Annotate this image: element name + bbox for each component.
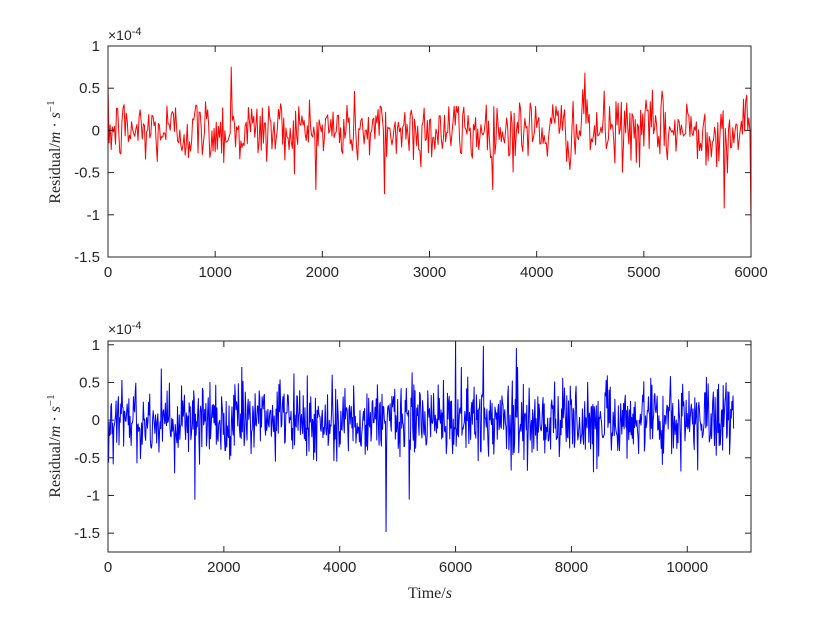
series-line	[107, 340, 735, 533]
bottom-exponent-label: ×10-4	[108, 320, 142, 337]
x-tick-label: 3000	[413, 264, 446, 281]
top-series-line	[107, 66, 752, 226]
bottom-plot-frame	[107, 340, 752, 553]
y-tick-label: 0.5	[79, 374, 100, 391]
bottom-chart: 0 2000 4000 6000 8000 10000 1 0.5 0 -0.5 -1 -1.5 ×…	[45, 320, 752, 602]
x-tick-label: 2000	[207, 559, 240, 576]
top-y-axis-label: Residual/m · s−1	[45, 100, 64, 203]
top-y-ticks: 1 0.5 0 -0.5 -1 -1.5	[74, 38, 751, 266]
x-tick-label: 0	[104, 264, 112, 281]
x-tick-label: 4000	[520, 264, 553, 281]
x-tick-label: 10000	[666, 559, 708, 576]
y-tick-label: 0	[92, 412, 100, 429]
bottom-y-axis-label: Residual/m · s−1	[45, 394, 64, 497]
y-tick-label: 0.5	[79, 80, 100, 97]
top-exponent-label: ×10-4	[108, 26, 142, 43]
x-tick-label: 0	[104, 559, 112, 576]
series-line	[107, 66, 752, 226]
y-tick-label: 1	[92, 337, 100, 354]
bottom-x-axis-label: Time/s	[408, 585, 452, 602]
x-tick-label: 6000	[734, 264, 767, 281]
top-chart: 0 1000 2000 3000 4000 5000 6000 1 0.5 0 -0.5 -1 -1.…	[45, 26, 768, 281]
y-tick-label: -1	[87, 207, 100, 224]
x-tick-label: 2000	[306, 264, 339, 281]
x-tick-label: 8000	[555, 559, 588, 576]
y-tick-label: -0.5	[74, 450, 100, 467]
y-tick-label: 0	[92, 122, 100, 139]
bottom-x-ticks: 0 2000 4000 6000 8000 10000	[104, 341, 708, 576]
x-tick-label: 1000	[198, 264, 231, 281]
x-tick-label: 6000	[439, 559, 472, 576]
bottom-series-line	[107, 340, 735, 533]
y-tick-label: 1	[92, 38, 100, 55]
top-x-ticks: 0 1000 2000 3000 4000 5000 6000	[104, 46, 768, 281]
y-tick-label: -1.5	[74, 525, 100, 542]
y-tick-label: -1	[87, 487, 100, 504]
x-tick-label: 5000	[627, 264, 660, 281]
y-tick-label: -1.5	[74, 249, 100, 266]
y-tick-label: -0.5	[74, 165, 100, 182]
top-plot-frame	[107, 45, 752, 258]
bottom-y-ticks: 1 0.5 0 -0.5 -1 -1.5	[74, 337, 751, 542]
x-tick-label: 4000	[323, 559, 356, 576]
